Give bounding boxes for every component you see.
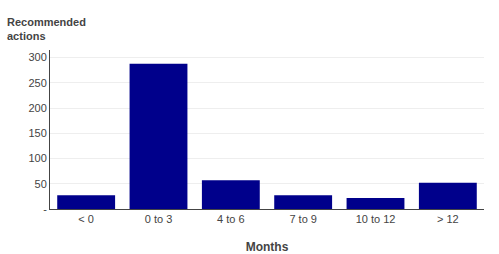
svg-text:Recommendedactions: Recommendedactions [7, 16, 86, 42]
svg-text:> 12: > 12 [437, 213, 459, 225]
svg-text:100: 100 [28, 152, 46, 164]
svg-text:Months: Months [246, 240, 289, 254]
svg-text:150: 150 [28, 127, 46, 139]
svg-text:< 0: < 0 [78, 213, 94, 225]
svg-text:200: 200 [28, 102, 46, 114]
svg-text:7 to 9: 7 to 9 [289, 213, 317, 225]
svg-text:4 to 6: 4 to 6 [217, 213, 245, 225]
svg-text:-: - [43, 203, 47, 215]
svg-text:50: 50 [35, 178, 47, 190]
svg-text:300: 300 [28, 51, 46, 63]
svg-text:250: 250 [28, 77, 46, 89]
svg-text:0 to 3: 0 to 3 [145, 213, 173, 225]
svg-text:10 to 12: 10 to 12 [356, 213, 396, 225]
